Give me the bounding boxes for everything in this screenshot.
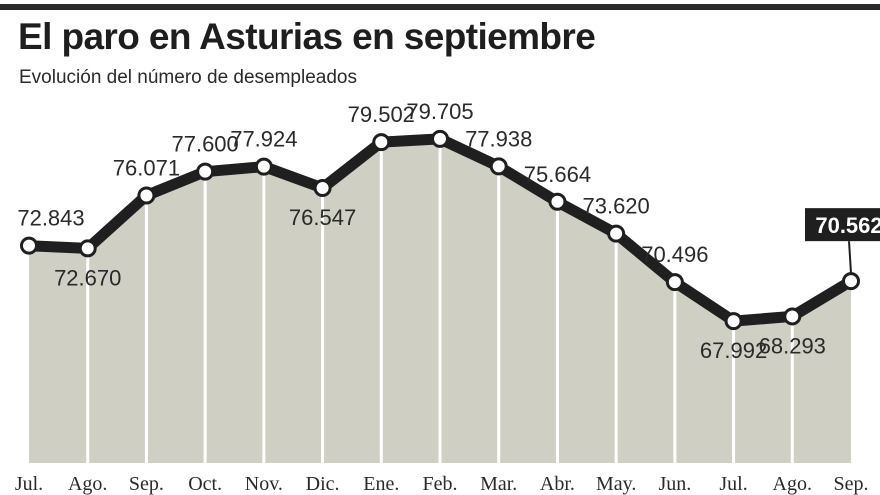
chart-subtitle: Evolución del número de desempleados (19, 67, 357, 88)
x-tick-label: Sep. (129, 473, 164, 495)
data-point (548, 192, 567, 211)
x-tick-label: Jul. (719, 473, 747, 495)
data-point (372, 133, 391, 152)
x-tick-label: Nov. (245, 473, 283, 495)
x-tick-label: Ene. (363, 473, 399, 495)
x-tick-label: Ago. (773, 473, 812, 495)
data-label: 77.600 (171, 132, 238, 157)
data-point (724, 312, 743, 331)
data-point (137, 186, 156, 205)
data-point (607, 224, 626, 243)
x-tick-label: May. (596, 473, 636, 495)
x-tick-label: Mar. (480, 473, 517, 495)
data-label: 70.496 (641, 242, 708, 267)
highlight-connector (848, 241, 852, 274)
x-tick-label: Dic. (306, 473, 340, 495)
x-tick-label: Jul. (15, 473, 43, 495)
data-point (78, 239, 97, 258)
data-point (313, 179, 332, 198)
data-point (254, 157, 273, 176)
x-tick-label: Sep. (834, 473, 869, 495)
x-tick-label: Abr. (540, 473, 575, 495)
data-point (489, 157, 508, 176)
data-point (431, 129, 449, 148)
data-label: 72.670 (54, 265, 121, 290)
data-label: 67.992 (700, 338, 767, 363)
data-label: 73.620 (582, 194, 649, 219)
data-point (783, 307, 802, 326)
data-point (665, 273, 684, 292)
data-label: 79.705 (406, 99, 473, 124)
x-tick-label: Feb. (423, 473, 458, 495)
top-rule (0, 4, 880, 10)
data-point (842, 272, 860, 291)
x-tick-label: Ago. (68, 473, 107, 495)
data-label: 75.664 (524, 162, 591, 187)
chart-title: El paro en Asturias en septiembre (18, 16, 596, 57)
highlight-label-box (805, 208, 880, 242)
data-label: 77.924 (230, 127, 297, 152)
data-label: 70.562 (815, 213, 880, 238)
data-label: 77.938 (465, 126, 532, 151)
data-label: 68.293 (759, 333, 826, 358)
data-point (196, 162, 215, 181)
x-tick-label: Jun. (658, 473, 691, 495)
data-label: 79.502 (348, 102, 415, 127)
data-label: 76.071 (113, 155, 180, 180)
data-label: 76.547 (289, 205, 356, 230)
data-point (20, 236, 38, 255)
data-label: 72.843 (17, 206, 84, 231)
x-tick-label: Oct. (188, 473, 222, 495)
